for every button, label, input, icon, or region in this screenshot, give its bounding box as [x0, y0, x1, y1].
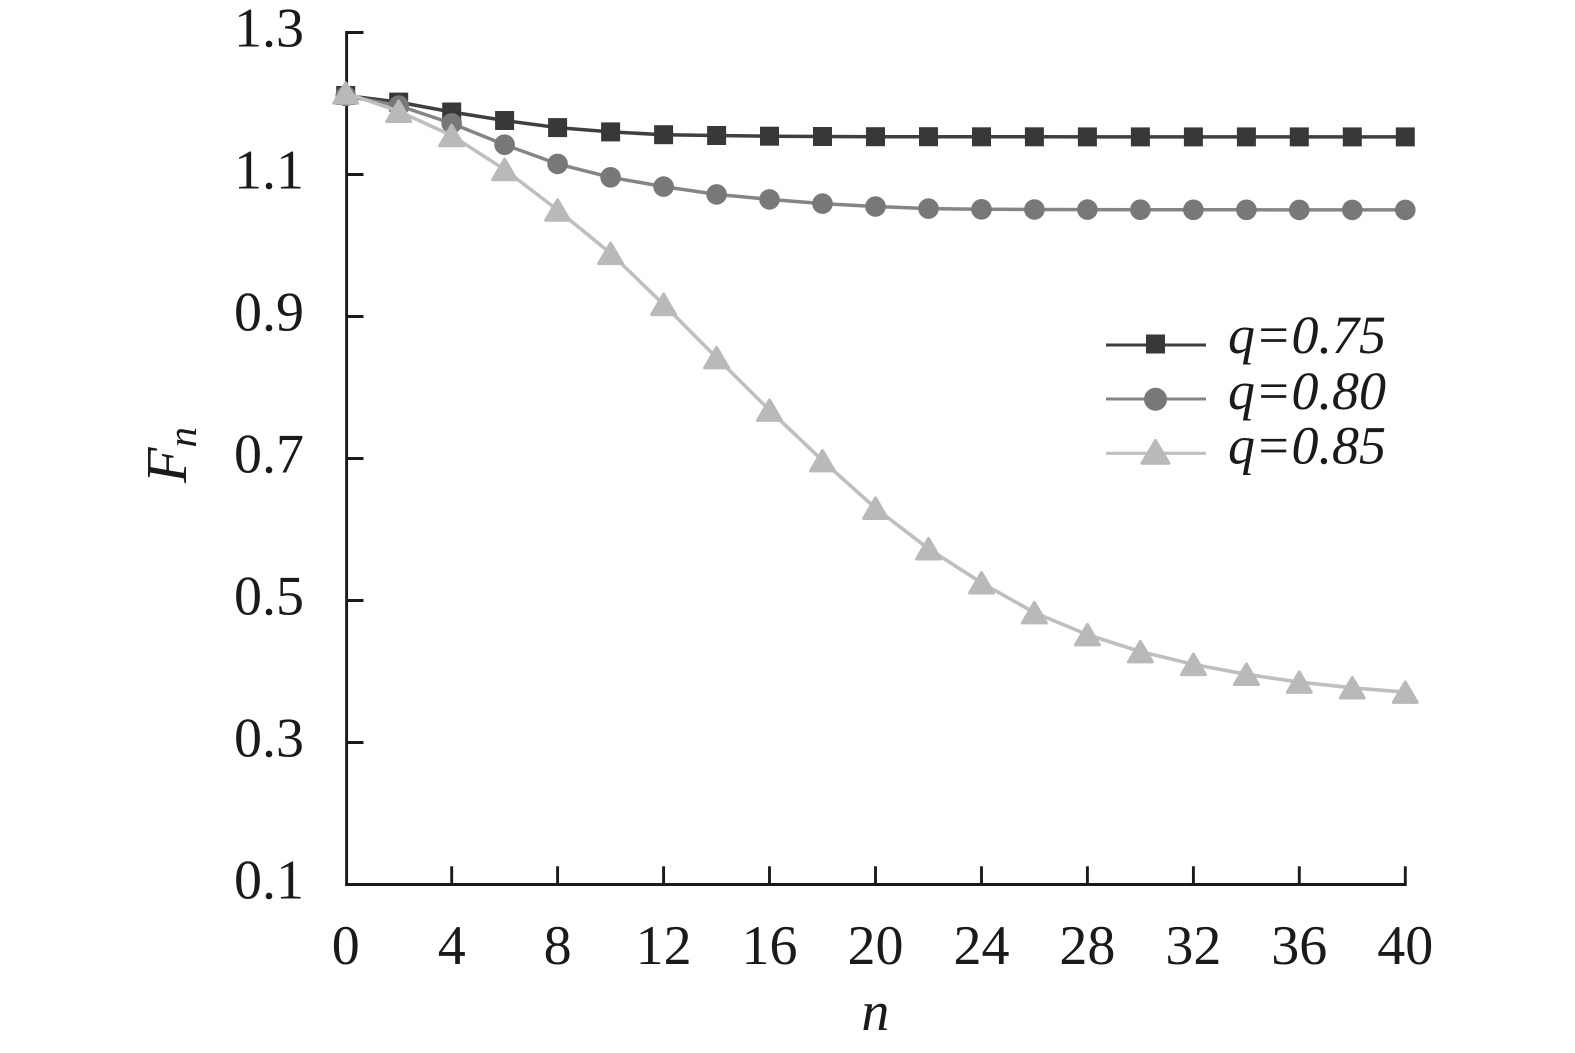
svg-text:16: 16: [742, 915, 798, 977]
svg-text:36: 36: [1271, 915, 1327, 977]
svg-text:0: 0: [332, 915, 360, 977]
svg-text:4: 4: [438, 915, 466, 977]
svg-text:40: 40: [1377, 915, 1433, 977]
svg-text:12: 12: [636, 915, 692, 977]
svg-text:q=0.85: q=0.85: [1228, 416, 1386, 476]
svg-text:1.3: 1.3: [234, 0, 304, 60]
svg-text:1.1: 1.1: [234, 140, 304, 202]
svg-text:24: 24: [954, 915, 1010, 977]
svg-text:0.5: 0.5: [234, 566, 304, 628]
svg-text:q=0.75: q=0.75: [1228, 305, 1386, 365]
svg-text:0.1: 0.1: [234, 850, 304, 912]
svg-text:q=0.80: q=0.80: [1228, 361, 1386, 421]
svg-text:n: n: [861, 981, 889, 1043]
svg-text:32: 32: [1165, 915, 1221, 977]
svg-text:28: 28: [1059, 915, 1115, 977]
svg-text:0.7: 0.7: [234, 424, 304, 486]
svg-text:8: 8: [544, 915, 572, 977]
svg-text:0.9: 0.9: [234, 282, 304, 344]
svg-text:0.3: 0.3: [234, 708, 304, 770]
svg-text:20: 20: [848, 915, 904, 977]
